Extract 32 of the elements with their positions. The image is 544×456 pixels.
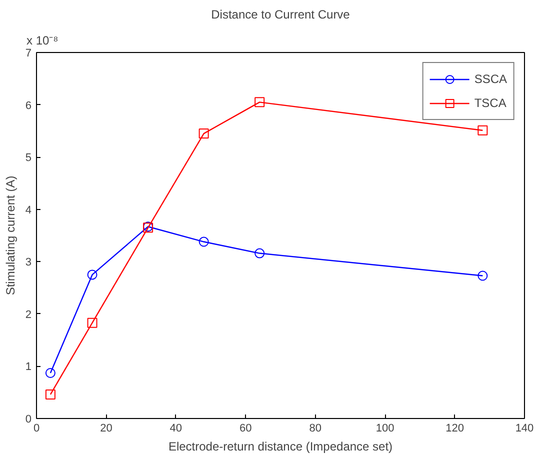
y-tick-label: 5 — [25, 152, 32, 164]
x-axis-title: Electrode-return distance (Impedance set) — [168, 440, 393, 454]
x-tick-label: 20 — [100, 422, 112, 434]
y-axis-title: Stimulating current (A) — [3, 176, 18, 296]
x-tick-label: 0 — [33, 422, 40, 434]
point — [478, 125, 488, 136]
legend-label: SSCA — [474, 72, 507, 86]
point — [87, 318, 98, 328]
y-tick-label: 1 — [25, 361, 32, 374]
y-tick-label: 3 — [25, 256, 32, 269]
point — [254, 248, 265, 258]
x-tick-label: 60 — [240, 422, 252, 434]
point — [45, 368, 56, 378]
y-tick-label: 2 — [25, 308, 32, 321]
x-tick-label: 80 — [309, 422, 322, 434]
x-tick-label: 40 — [170, 422, 182, 434]
point — [45, 389, 56, 400]
y-tick-label: 6 — [25, 100, 32, 112]
x-tick-label: 100 — [376, 422, 394, 434]
point — [198, 128, 209, 139]
x-tick-label: 140 — [515, 422, 534, 434]
point — [198, 236, 209, 247]
chart-title: Distance to Current Curve — [211, 8, 350, 22]
text: x 10⁻⁸ — [26, 34, 58, 48]
legend-label: TSCA — [474, 96, 506, 110]
x-tick-label: 120 — [446, 422, 464, 434]
y-tick-label: 4 — [25, 204, 32, 216]
y-tick-label: 7 — [25, 48, 32, 60]
point — [87, 270, 98, 280]
y-tick-label: 0 — [25, 414, 32, 426]
point — [478, 270, 488, 281]
point — [254, 97, 265, 108]
